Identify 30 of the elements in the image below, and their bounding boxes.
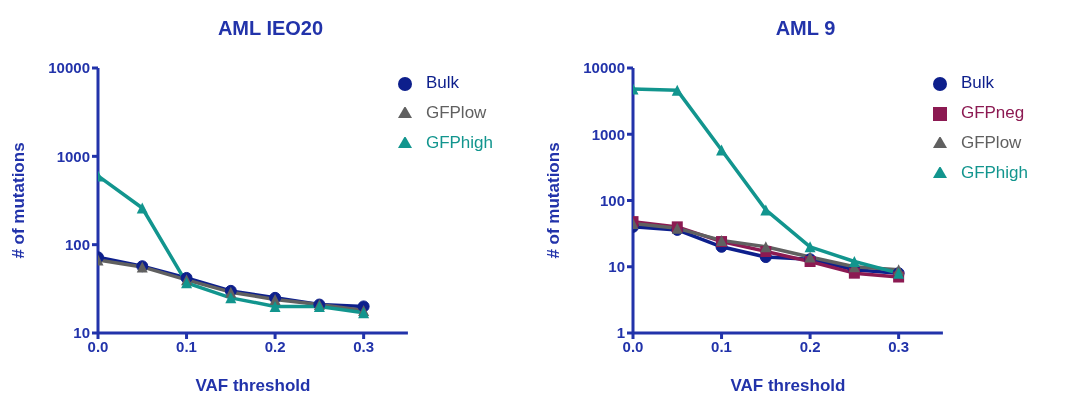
x-tick-label: 0.1 [711,337,732,355]
legend-label: GFPlow [960,133,1022,152]
x-axis-title: VAF threshold [195,376,311,395]
y-tick-label: 1000 [591,125,625,143]
y-axis-title: # of mutations [544,142,564,259]
y-tick-label: 10 [608,258,625,276]
x-tick-label: 0.2 [264,337,286,355]
legend-label: Bulk [960,73,994,92]
x-tick-label: 0.0 [87,337,109,355]
y-tick-label: 100 [599,191,625,209]
legend-label: GFPhigh [425,133,493,152]
y-tick-label: 10000 [48,59,90,77]
y-tick-label: 10000 [583,59,625,77]
chart-title: AML IEO20 [216,16,325,41]
x-tick-label: 0.1 [176,337,197,355]
legend-label: GFPlow [425,103,487,122]
x-axis-title: VAF threshold [730,376,846,395]
y-axis-title: # of mutations [9,142,29,259]
x-tick-label: 0.3 [353,337,375,355]
legend-label: GFPneg [960,103,1025,122]
y-tick-label: 1 [616,324,625,342]
y-tick-label: 1000 [56,147,90,165]
x-tick-label: 0.2 [799,337,821,355]
legend-label: Bulk [425,73,459,92]
y-tick-label: 100 [64,235,90,253]
x-tick-label: 0.0 [622,337,644,355]
legend-label: GFPhigh [960,163,1028,182]
y-tick-label: 10 [73,324,90,342]
x-tick-label: 0.3 [888,337,910,355]
chart-title: AML 9 [774,16,837,41]
